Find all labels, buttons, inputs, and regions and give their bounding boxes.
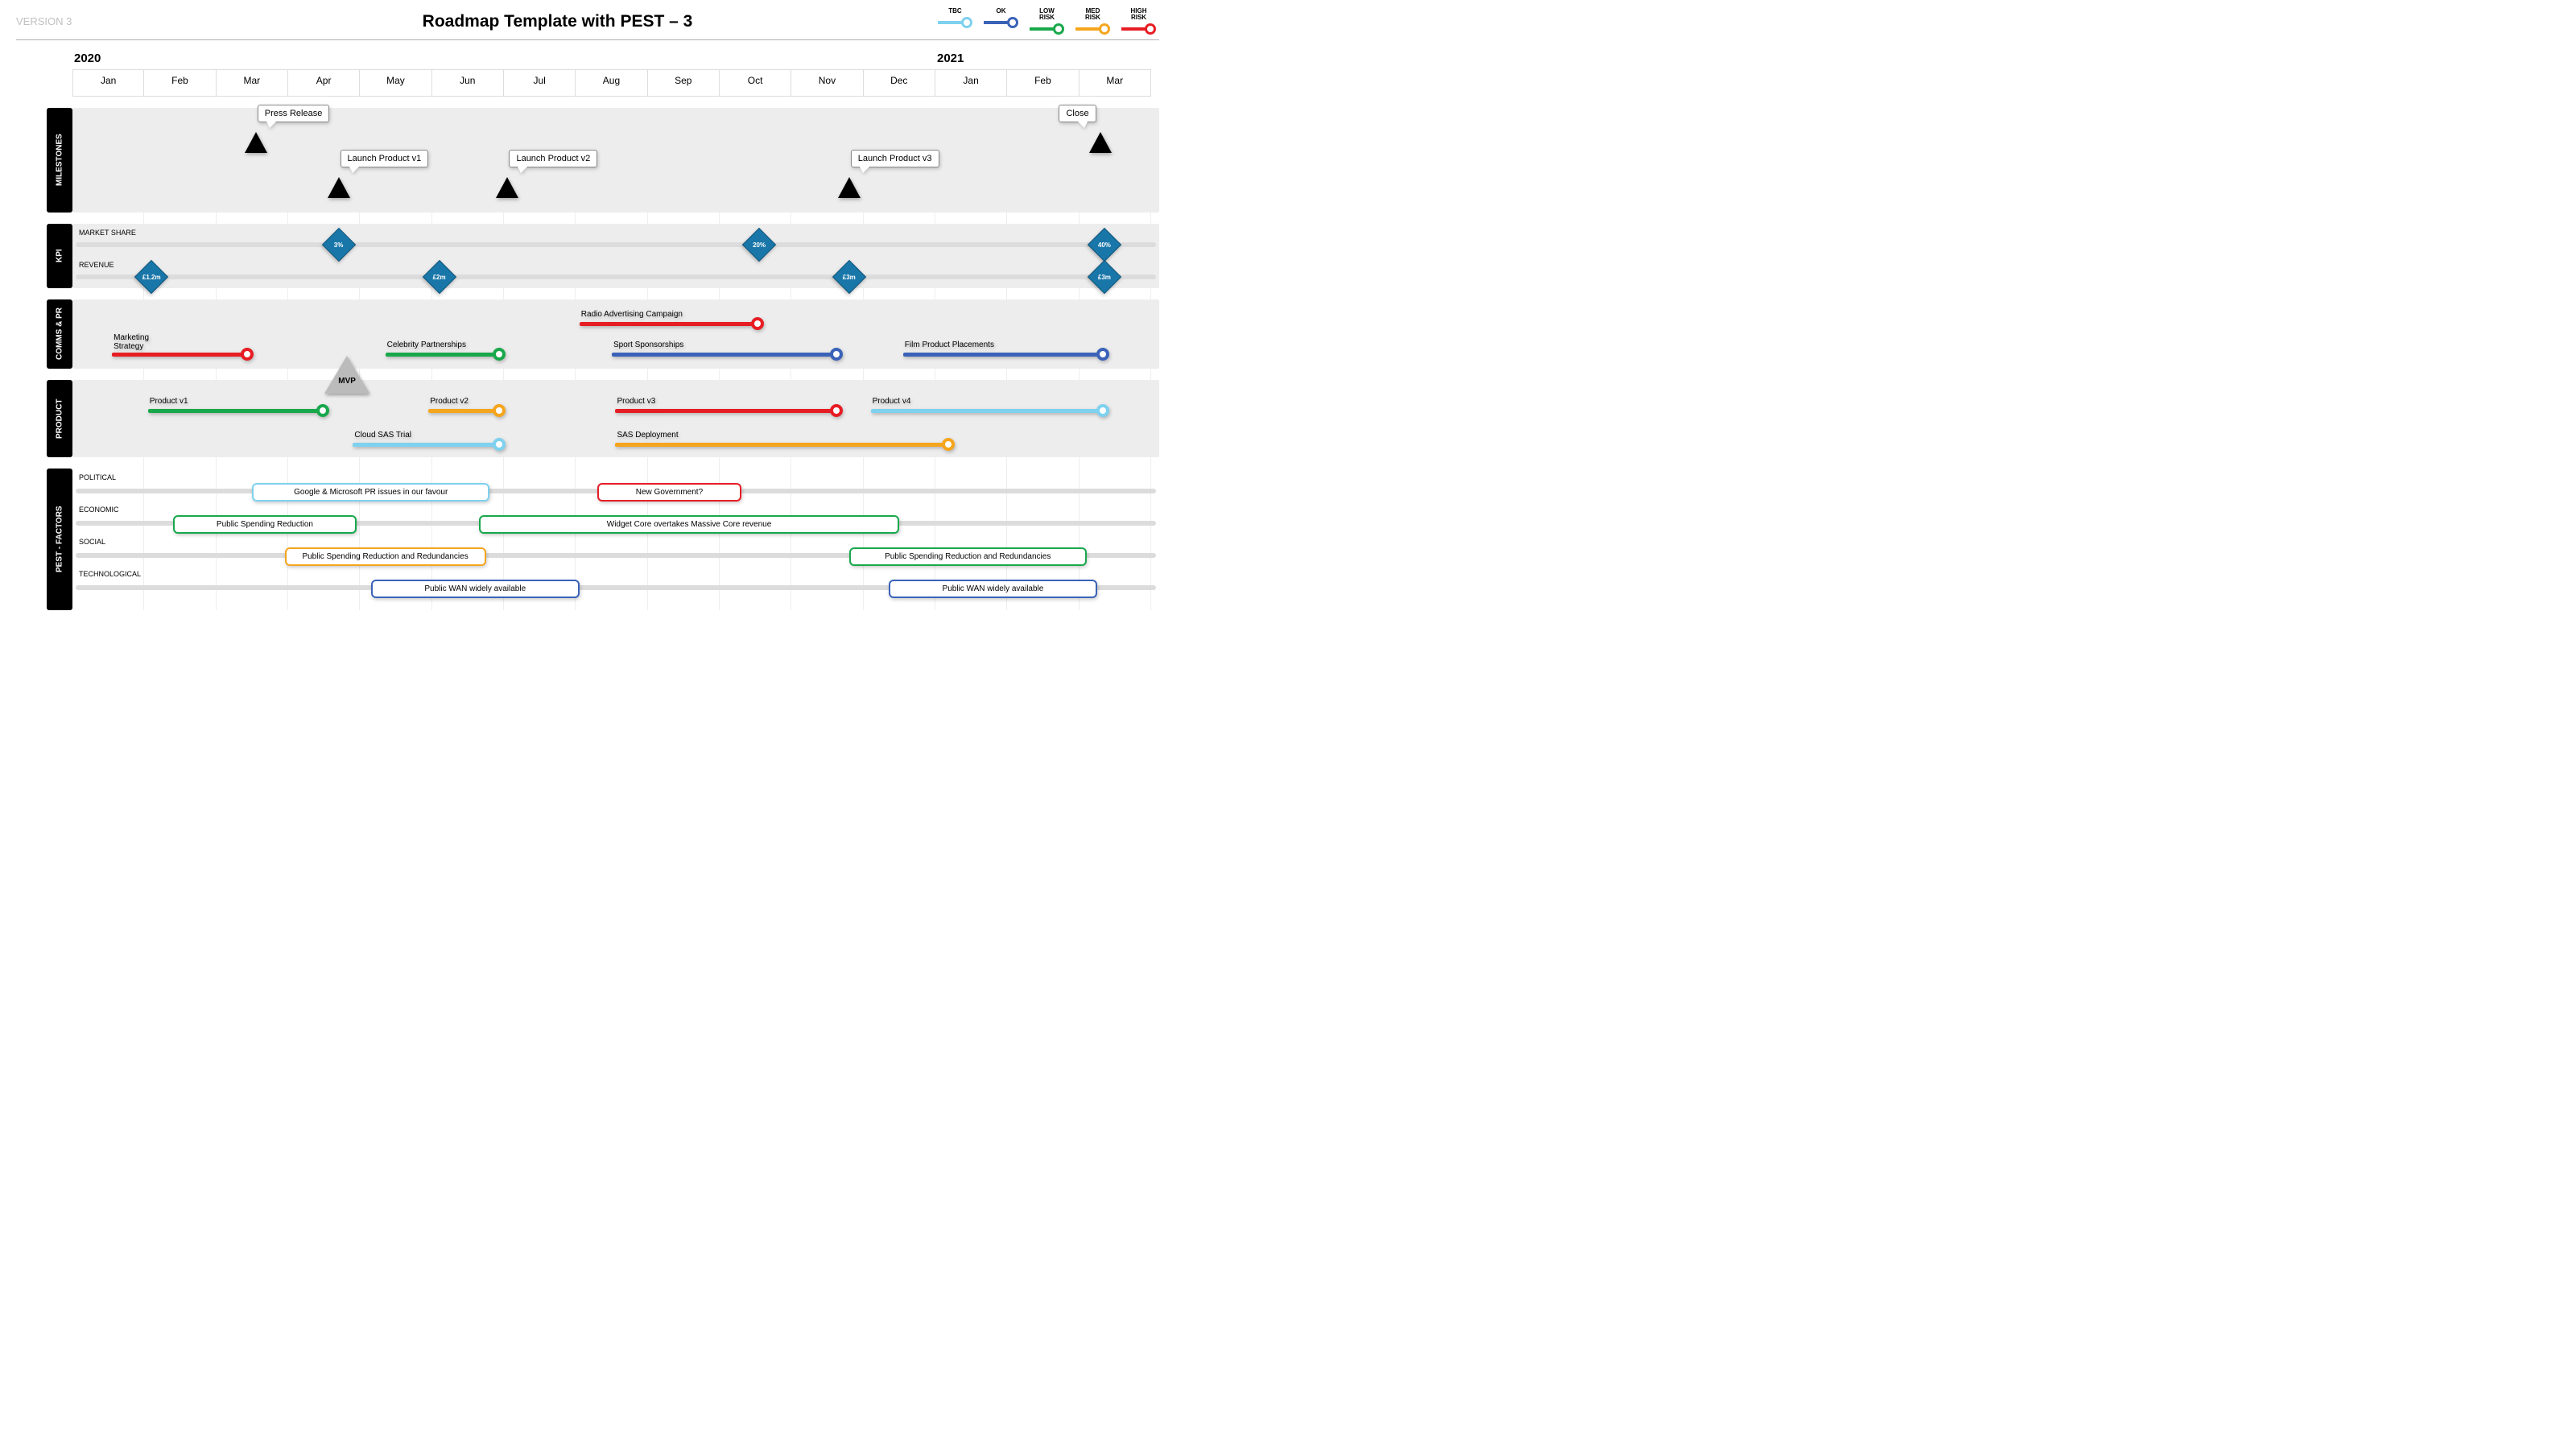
pest-factor: Widget Core overtakes Massive Core reven… [479,515,900,534]
month-label: Jun [432,69,504,97]
pest-factor: Public WAN widely available [889,580,1097,598]
milestone-triangle-icon [328,177,350,198]
bar: Product v2 [428,404,505,417]
month-label: Jan [72,69,144,97]
milestone-callout: Launch Product v1 [341,150,429,167]
bar-label: Sport Sponsorships [613,341,683,349]
milestone-triangle-icon [496,177,518,198]
month-label: Mar [217,69,288,97]
lane-kpi: MARKET SHARE 3% 20% 40% REVENUE £1.2m £2m £3m £3… [72,224,1159,288]
year-label: 2020 [72,52,935,69]
kpi-track-label: MARKET SHARE [79,229,136,237]
bar: Cloud SAS Trial [353,438,505,451]
milestone-triangle-icon [245,132,267,153]
kpi-diamond: £1.2m [139,265,163,289]
milestone-callout: Launch Product v3 [851,150,939,167]
version-label: VERSION 3 [16,15,129,27]
lane-label-milestones: MILESTONES [47,108,72,213]
bar: Marketing Strategy [112,348,254,361]
legend-item: OK [984,8,1018,35]
legend-item: LOW RISK [1030,8,1064,35]
mvp-triangle-icon: MVP [328,359,366,391]
month-label: Dec [864,69,935,97]
month-label: Aug [576,69,647,97]
bar-label: Cloud SAS Trial [354,431,411,440]
bar: Film Product Placements [903,348,1109,361]
month-header: JanFebMarAprMayJunJulAugSepOctNovDecJanF… [72,69,1159,97]
pest-factor: Public Spending Reduction and Redundanci… [849,547,1087,566]
month-label: Feb [1007,69,1079,97]
milestone-callout: Launch Product v2 [509,150,597,167]
lane-label-product: PRODUCT [47,380,72,457]
month-label: Apr [288,69,360,97]
kpi-diamond: £3m [837,265,861,289]
lane-pest: POLITICAL ECONOMIC SOCIAL TECHNOLOGICAL Goog… [72,469,1159,610]
year-label: 2021 [935,52,1151,69]
month-label: Jan [935,69,1007,97]
lane-product: MVPProduct v1Product v2Product v3Product… [72,380,1159,457]
bar-label: Celebrity Partnerships [387,341,466,349]
milestone-triangle-icon [1089,132,1112,153]
pest-factor: New Government? [597,483,741,502]
kpi-diamond: £3m [1092,265,1117,289]
month-label: Nov [791,69,863,97]
milestone-triangle-icon [838,177,861,198]
month-label: Sep [648,69,720,97]
month-label: Jul [504,69,576,97]
bar-label: Marketing Strategy [114,333,149,351]
milestone-callout: Close [1059,105,1096,122]
kpi-diamond: 40% [1092,233,1117,257]
bar-label: Product v1 [150,397,188,406]
bar-label: SAS Deployment [617,431,678,440]
kpi-diamond: 20% [747,233,771,257]
year-header: 20202021 [72,52,1159,69]
lane-label-kpi: KPI [47,224,72,288]
bar: SAS Deployment [615,438,954,451]
lane-comms: Radio Advertising Campaign Marketing Stra… [72,299,1159,369]
milestone-callout: Press Release [258,105,330,122]
pest-track-label: POLITICAL [79,473,116,481]
month-label: Oct [720,69,791,97]
bar: Sport Sponsorships [612,348,843,361]
legend-item: TBC [938,8,972,35]
header: VERSION 3 Roadmap Template with PEST – 3… [16,8,1159,40]
month-label: Mar [1080,69,1151,97]
bar: Celebrity Partnerships [386,348,506,361]
bar-label: Product v4 [873,397,911,406]
pest-factor: Public Spending Reduction [173,515,357,534]
pest-track-label: ECONOMIC [79,506,119,514]
month-label: Feb [144,69,216,97]
pest-track-label: SOCIAL [79,538,105,546]
lane-label-comms: COMMS & PR [47,299,72,369]
bar-label: Film Product Placements [905,341,994,349]
bar-label: Product v3 [617,397,655,406]
pest-track-label: TECHNOLOGICAL [79,570,141,578]
kpi-diamond: 3% [327,233,351,257]
bar: Product v1 [148,404,329,417]
pest-factor: Public Spending Reduction and Redundanci… [285,547,486,566]
bar: Product v3 [615,404,843,417]
bar-label: Product v2 [430,397,469,406]
legend-item: MED RISK [1075,8,1110,35]
lane-labels: MILESTONES KPI COMMS & PR PRODUCT PEST - FAC… [16,52,72,610]
legend-item: HIGH RISK [1121,8,1156,35]
pest-factor: Public WAN widely available [371,580,580,598]
bar-label: Radio Advertising Campaign [581,310,683,319]
chart: 20202021 JanFebMarAprMayJunJulAugSepOctN… [72,52,1159,610]
legend: TBC OK LOW RISK MED RISK HIGH RISK [938,8,1159,35]
bar: Product v4 [871,404,1109,417]
bar: Radio Advertising Campaign [580,317,764,330]
page-title: Roadmap Template with PEST – 3 [129,12,938,31]
lane-label-pest: PEST - FACTORS [47,469,72,610]
swimlanes: Press Release Launch Product v1 Launch Pro… [72,108,1159,610]
kpi-diamond: £2m [427,265,452,289]
kpi-track-label: REVENUE [79,261,114,269]
lane-milestones: Press Release Launch Product v1 Launch Pro… [72,108,1159,213]
month-label: May [360,69,431,97]
pest-factor: Google & Microsoft PR issues in our favo… [252,483,489,502]
